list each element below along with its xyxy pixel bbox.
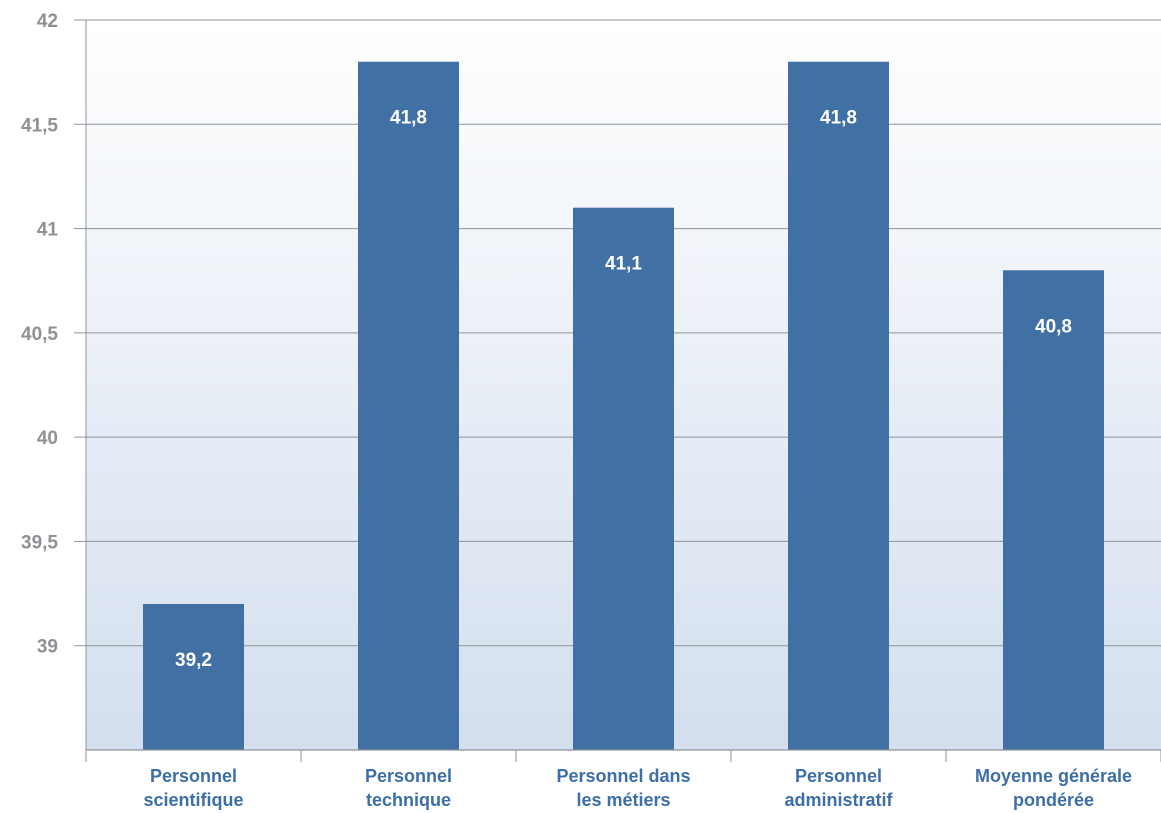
category-label-line: Personnel <box>795 766 882 786</box>
y-tick-label: 41,5 <box>21 115 58 136</box>
category-label-line: pondérée <box>1013 790 1094 810</box>
category-label: Personnel administratif <box>784 766 893 810</box>
category-label-line: Personnel <box>365 766 452 786</box>
bar <box>143 604 244 750</box>
y-axis-tick-labels: 39 39,5 40 40,5 41 41,5 42 <box>21 11 58 658</box>
y-tick-label: 40,5 <box>21 324 58 345</box>
bar <box>1003 270 1104 750</box>
y-tick-label: 39 <box>37 637 58 658</box>
data-label: 41,8 <box>390 108 427 129</box>
bar <box>358 61 459 750</box>
bars <box>143 61 1104 750</box>
axes <box>74 19 1161 762</box>
category-label: Personnel technique <box>365 766 452 810</box>
category-label-line: scientifique <box>143 790 243 810</box>
y-tick-label: 42 <box>37 11 58 32</box>
bar <box>573 207 674 750</box>
y-tick-label: 40 <box>37 428 58 449</box>
category-label-line: Personnel <box>150 766 237 786</box>
data-label: 41,8 <box>820 108 857 129</box>
data-label: 41,1 <box>605 254 642 275</box>
category-label-line: technique <box>366 790 451 810</box>
category-label-line: les métiers <box>576 790 670 810</box>
y-tick-label: 39,5 <box>21 532 58 553</box>
category-label: Personnel scientifique <box>143 766 243 810</box>
category-label-line: administratif <box>784 790 893 810</box>
bar <box>788 61 889 750</box>
data-label: 40,8 <box>1035 316 1072 337</box>
y-tick-label: 41 <box>37 220 59 241</box>
category-label: Personnel dans les métiers <box>556 766 690 810</box>
category-label-line: Moyenne générale <box>975 766 1132 786</box>
data-label: 39,2 <box>175 650 212 671</box>
category-label-line: Personnel dans <box>556 766 690 786</box>
data-labels: 39,2 41,8 41,1 41,8 40,8 <box>175 108 1072 671</box>
category-label: Moyenne générale pondérée <box>975 766 1132 810</box>
